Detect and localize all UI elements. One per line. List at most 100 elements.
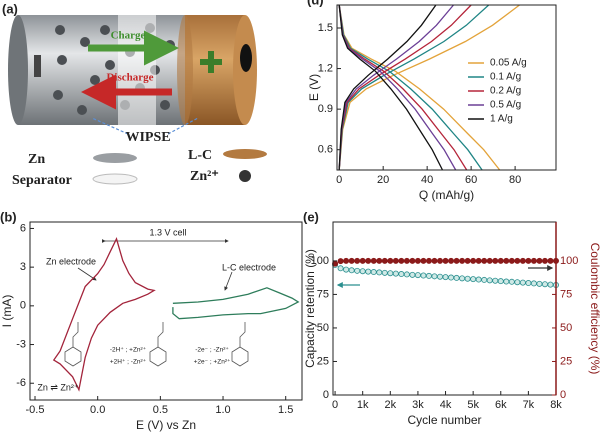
data-point	[392, 270, 399, 277]
x-tick-label: 0.0	[90, 404, 105, 416]
separator-icon	[92, 173, 138, 185]
data-point	[486, 277, 493, 284]
data-point	[497, 257, 504, 264]
y-axis-label: I (mA)	[0, 295, 14, 328]
annotation: +2e⁻ ; +Zn²⁺	[194, 359, 231, 366]
annotation: 1.3 V cell	[149, 227, 186, 237]
legend-lc: L-C	[188, 148, 212, 163]
data-point	[536, 257, 543, 264]
data-point	[459, 257, 466, 264]
y2-tick-label: 75	[560, 288, 572, 300]
data-point	[431, 257, 438, 264]
data-point	[414, 257, 421, 264]
data-point	[475, 257, 482, 264]
data-point	[376, 269, 383, 276]
annotation: +2H⁺ ; -Zn²⁺	[110, 359, 147, 366]
y-tick-label: 25	[317, 355, 329, 367]
data-point	[354, 257, 361, 264]
data-point	[497, 278, 504, 285]
data-point	[343, 266, 350, 273]
terminal	[240, 44, 252, 72]
data-point	[481, 276, 488, 283]
legend-label: 0.05 A/g	[490, 58, 527, 69]
x-tick-label: 3k	[412, 399, 424, 411]
y-tick-label: 0.9	[318, 103, 333, 115]
data-point	[503, 257, 510, 264]
y2-tick-label: 0	[560, 389, 566, 401]
x-tick-label: 6k	[495, 399, 507, 411]
lc-icon	[223, 149, 267, 159]
data-point	[392, 257, 399, 264]
data-point	[409, 271, 416, 278]
x-axis-label: Cycle number	[407, 413, 481, 427]
data-point	[475, 276, 482, 283]
data-point	[453, 274, 460, 281]
legend-separator: Separator	[12, 173, 72, 188]
data-point	[508, 278, 515, 285]
y2-tick-label: 100	[560, 255, 578, 267]
y-tick-label: 0	[323, 389, 329, 401]
data-point	[420, 257, 427, 264]
data-point	[453, 257, 460, 264]
y-tick-label: 0.6	[318, 144, 333, 156]
data-point	[354, 267, 361, 274]
data-point	[403, 271, 410, 278]
plus-sign	[200, 51, 222, 73]
data-point	[343, 257, 350, 264]
data-point	[420, 272, 427, 279]
data-point	[525, 257, 532, 264]
data-point	[503, 278, 510, 285]
battery-illustration: (a) Charge Discharge WIPSE Zn L-C Separa…	[2, 1, 267, 188]
data-point	[530, 280, 537, 287]
series-label: L-C electrode	[222, 262, 276, 272]
data-point	[525, 280, 532, 287]
y-tick-label: 0	[20, 300, 26, 312]
x-tick-label: 7k	[523, 399, 535, 411]
data-point	[514, 279, 521, 286]
data-point	[508, 257, 515, 264]
data-point	[514, 257, 521, 264]
annotation: Zn ⇌ Zn²⁺	[37, 382, 79, 392]
data-point	[541, 281, 548, 288]
data-point	[409, 257, 416, 264]
x-tick-label: 0	[332, 399, 338, 411]
y2-axis-label: Coulombic efficiency (%)	[588, 243, 600, 375]
legend-label: 1 A/g	[490, 114, 513, 125]
data-point	[459, 275, 466, 282]
data-point	[486, 257, 493, 264]
data-point	[376, 257, 383, 264]
data-point	[337, 265, 344, 272]
y-tick-label: 75	[317, 288, 329, 300]
legend-label: 0.5 A/g	[490, 100, 521, 111]
x-tick-label: 1k	[357, 399, 369, 411]
x-tick-label: 0	[336, 174, 342, 186]
annotation: -2e⁻ ; -Zn²⁺	[195, 347, 229, 354]
slot	[34, 55, 41, 77]
data-point	[464, 275, 471, 282]
data-point	[398, 271, 405, 278]
legend-label: 0.1 A/g	[490, 72, 521, 83]
wipse-pointers	[91, 117, 199, 135]
panel-label: (a)	[2, 1, 18, 16]
x-tick-label: 0.5	[153, 404, 168, 416]
data-point	[442, 274, 449, 281]
data-point	[359, 268, 366, 275]
data-point	[370, 269, 377, 276]
legend-zn: Zn	[28, 152, 45, 167]
series-line	[338, 4, 457, 171]
y-tick-label: 100	[311, 255, 329, 267]
data-point	[387, 257, 394, 264]
series-label: Zn electrode	[46, 256, 96, 266]
data-point	[519, 279, 526, 286]
data-point	[519, 257, 526, 264]
data-point	[381, 269, 388, 276]
data-point	[348, 267, 355, 274]
data-point	[448, 274, 455, 281]
lc-pointer	[224, 271, 233, 291]
data-point	[437, 273, 444, 280]
charge-label: Charge	[111, 30, 146, 42]
data-point	[470, 276, 477, 283]
panel-label: (d)	[307, 0, 324, 7]
y-axis-label: E (V)	[307, 74, 321, 101]
data-point	[365, 257, 372, 264]
